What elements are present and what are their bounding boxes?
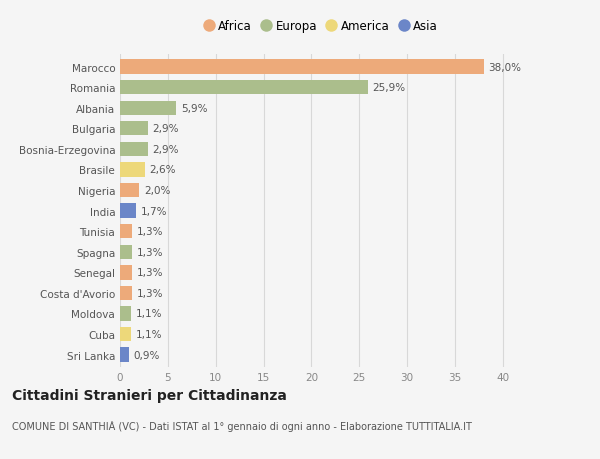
Bar	[120, 81, 368, 95]
Text: 1,3%: 1,3%	[137, 268, 164, 278]
Text: 1,7%: 1,7%	[141, 206, 167, 216]
Bar	[120, 245, 133, 259]
Text: 1,3%: 1,3%	[137, 288, 164, 298]
Text: 1,1%: 1,1%	[136, 330, 162, 339]
Bar	[120, 60, 484, 74]
Bar	[120, 122, 148, 136]
Bar	[120, 101, 176, 116]
Text: 2,6%: 2,6%	[149, 165, 176, 175]
Bar	[120, 184, 139, 198]
Text: 1,3%: 1,3%	[137, 247, 164, 257]
Text: COMUNE DI SANTHIÀ (VC) - Dati ISTAT al 1° gennaio di ogni anno - Elaborazione T: COMUNE DI SANTHIÀ (VC) - Dati ISTAT al …	[12, 420, 472, 431]
Text: Cittadini Stranieri per Cittadinanza: Cittadini Stranieri per Cittadinanza	[12, 388, 287, 402]
Text: 2,9%: 2,9%	[152, 124, 179, 134]
Text: 2,9%: 2,9%	[152, 145, 179, 155]
Bar	[120, 224, 133, 239]
Text: 2,0%: 2,0%	[144, 185, 170, 196]
Text: 38,0%: 38,0%	[488, 62, 521, 73]
Bar	[120, 307, 131, 321]
Legend: Africa, Europa, America, Asia: Africa, Europa, America, Asia	[200, 17, 442, 37]
Bar	[120, 204, 136, 218]
Bar	[120, 266, 133, 280]
Text: 25,9%: 25,9%	[373, 83, 406, 93]
Text: 1,3%: 1,3%	[137, 227, 164, 237]
Bar	[120, 327, 131, 341]
Text: 1,1%: 1,1%	[136, 309, 162, 319]
Text: 0,9%: 0,9%	[133, 350, 160, 360]
Bar	[120, 142, 148, 157]
Text: 5,9%: 5,9%	[181, 103, 208, 113]
Bar	[120, 286, 133, 301]
Bar	[120, 348, 128, 362]
Bar	[120, 163, 145, 177]
